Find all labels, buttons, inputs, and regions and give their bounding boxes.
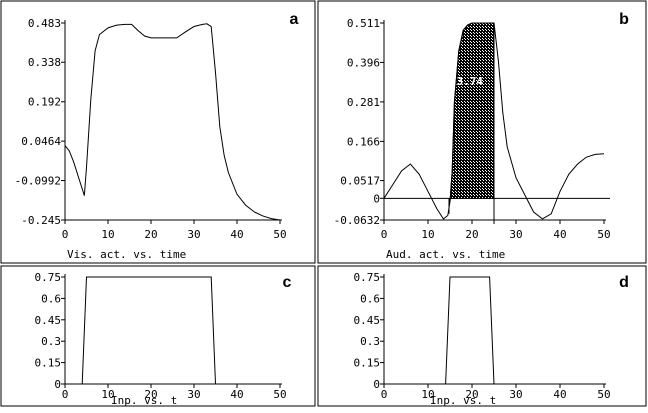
area-annotation: 3.74 bbox=[457, 75, 484, 88]
panel-d: 0.75 0.6 0.45 0.3 0.15 00 10 20 30 40 50 Inp. vs. t… bbox=[317, 265, 647, 407]
y-tick-label: 0.483 bbox=[28, 17, 61, 30]
x-tick-label: 30 bbox=[509, 228, 522, 241]
y-tick-label: 0 bbox=[373, 378, 380, 391]
series-line bbox=[383, 22, 605, 220]
y-tick-label: -0.0992 bbox=[15, 175, 61, 188]
axis-caption: Vis. act. vs. time bbox=[67, 248, 186, 261]
x-tick-label: 50 bbox=[597, 388, 610, 401]
panel-letter: d bbox=[619, 274, 629, 291]
y-tick-label: 0.3 bbox=[360, 335, 380, 348]
y-tick-label: 0.0464 bbox=[21, 135, 61, 148]
y-tick-label: 0.281 bbox=[347, 96, 380, 109]
x-tick-label: 20 bbox=[144, 388, 157, 401]
x-tick-label: 30 bbox=[509, 388, 522, 401]
x-tick-label: 0 bbox=[62, 388, 69, 401]
panel-letter: b bbox=[619, 11, 629, 28]
y-tick-label: 0.45 bbox=[354, 314, 381, 327]
series-line bbox=[384, 276, 604, 385]
x-tick-label: 50 bbox=[273, 228, 286, 241]
y-tick-label: 0.6 bbox=[41, 292, 61, 305]
panel-frame bbox=[0, 265, 316, 407]
y-tick-label: 0.45 bbox=[35, 314, 62, 327]
panel-letter: c bbox=[283, 274, 292, 291]
y-tick-label: -0.0632 bbox=[334, 214, 380, 227]
x-tick-label: 20 bbox=[144, 228, 157, 241]
x-tick-label: 10 bbox=[421, 388, 434, 401]
axis-caption: Aud. act. vs. time bbox=[386, 248, 505, 261]
series-line bbox=[64, 23, 281, 221]
x-tick-label: 50 bbox=[273, 388, 286, 401]
panel-letter: a bbox=[290, 11, 299, 28]
y-tick-label: 0.338 bbox=[28, 56, 61, 69]
y-tick-label: 0 bbox=[54, 378, 61, 391]
shaded-area bbox=[449, 22, 495, 202]
y-tick-label: 0.0517 bbox=[340, 175, 380, 188]
x-tick-label: 0 bbox=[381, 228, 388, 241]
panel-frame bbox=[317, 0, 647, 264]
panel-frame bbox=[0, 0, 316, 264]
y-tick-label: 0.192 bbox=[28, 96, 61, 109]
y-tick-label: 0.396 bbox=[347, 56, 380, 69]
y-tick-label: 0.15 bbox=[354, 357, 381, 370]
y-tick-label: -0.245 bbox=[21, 214, 61, 227]
x-tick-label: 40 bbox=[553, 388, 566, 401]
x-tick-label: 0 bbox=[381, 388, 388, 401]
x-tick-label: 10 bbox=[421, 228, 434, 241]
x-tick-label: 40 bbox=[230, 388, 243, 401]
y-tick-label: 0.15 bbox=[35, 357, 62, 370]
y-tick-label: 0.6 bbox=[360, 292, 380, 305]
x-tick-label: 40 bbox=[230, 228, 243, 241]
y-tick-label: 0.75 bbox=[35, 271, 62, 284]
x-tick-label: 30 bbox=[187, 388, 200, 401]
x-tick-label: 20 bbox=[465, 228, 478, 241]
x-tick-label: 20 bbox=[465, 388, 478, 401]
x-tick-label: 0 bbox=[62, 228, 69, 241]
y-tick-label: 0.166 bbox=[347, 135, 380, 148]
y-tick-label: 0.3 bbox=[41, 335, 61, 348]
x-tick-label: 30 bbox=[187, 228, 200, 241]
axis-caption: Inp. vs. t bbox=[111, 394, 177, 407]
x-tick-label: 10 bbox=[101, 388, 114, 401]
y-tick-label: 0 bbox=[373, 192, 380, 205]
panel-frame bbox=[317, 265, 647, 407]
y-tick-label: 0.511 bbox=[347, 17, 380, 30]
axis-caption: Inp. vs. t bbox=[430, 394, 496, 407]
x-tick-label: 40 bbox=[553, 228, 566, 241]
x-tick-label: 50 bbox=[597, 228, 610, 241]
panel-c: 0.75 0.6 0.45 0.3 0.15 00 10 20 30 40 50 Inp. vs. t… bbox=[0, 265, 316, 407]
x-tick-label: 10 bbox=[101, 228, 114, 241]
series-line bbox=[65, 276, 280, 385]
y-tick-label: 0.75 bbox=[354, 271, 381, 284]
